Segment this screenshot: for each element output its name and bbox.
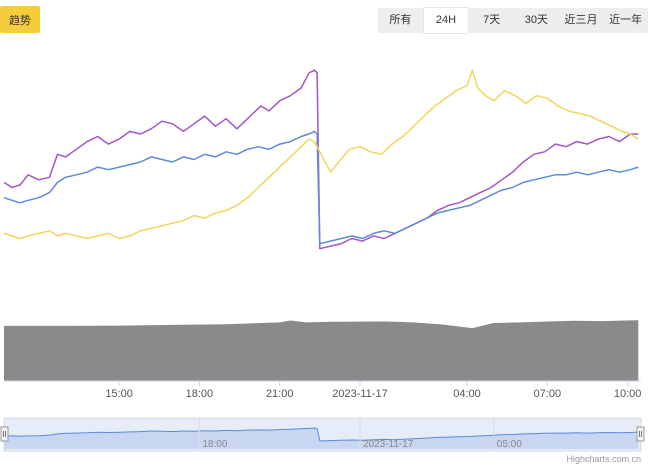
series-lines-layer bbox=[3, 69, 639, 250]
x-tick-label: 07:00 bbox=[534, 388, 562, 400]
volume-area-layer bbox=[4, 320, 639, 381]
navigator-handle-right[interactable] bbox=[636, 426, 645, 442]
navigator-area bbox=[4, 428, 639, 449]
volume-area bbox=[4, 320, 639, 381]
x-axis-ticks: 15:00 18:00 21:00 2023-11-17 04:00 07:00 10:00 bbox=[105, 381, 641, 400]
x-tick-label: 10:00 bbox=[614, 388, 642, 400]
navigator-tick-label: 2023-11-17 bbox=[363, 439, 414, 450]
credit-link[interactable]: Highcharts.com.cn bbox=[566, 454, 641, 464]
x-tick-label: 04:00 bbox=[453, 388, 481, 400]
series-line-blue bbox=[3, 130, 639, 245]
x-tick-label: 18:00 bbox=[186, 388, 214, 400]
navigator-tick-label: 05:00 bbox=[497, 439, 522, 450]
trend-badge[interactable]: 趋势 bbox=[0, 6, 40, 33]
range-selector: 所有 24H 7天 30天 近三月 近一年 bbox=[378, 7, 648, 34]
range-button-all[interactable]: 所有 bbox=[389, 14, 412, 26]
series-line-yellow bbox=[3, 69, 639, 240]
navigator-tick-label: 18:00 bbox=[202, 439, 227, 450]
x-tick-label: 21:00 bbox=[266, 388, 294, 400]
range-button-3m[interactable]: 近三月 bbox=[564, 14, 598, 26]
range-button-7d[interactable]: 7天 bbox=[483, 14, 501, 26]
x-tick-label: 2023-11-17 bbox=[332, 388, 387, 400]
navigator-series bbox=[3, 427, 639, 449]
navigator-line bbox=[3, 427, 639, 442]
series-line-purple bbox=[3, 69, 639, 250]
navigator-handle-left[interactable] bbox=[0, 426, 9, 442]
range-button-1y[interactable]: 近一年 bbox=[609, 14, 643, 26]
range-button-30d[interactable]: 30天 bbox=[524, 14, 548, 26]
navigator[interactable]: 18:00 2023-11-17 05:00 bbox=[0, 417, 645, 452]
navigator-ticks: 18:00 2023-11-17 05:00 bbox=[198, 418, 522, 451]
x-tick-label: 15:00 bbox=[105, 388, 133, 400]
range-button-24h[interactable]: 24H bbox=[422, 7, 470, 34]
